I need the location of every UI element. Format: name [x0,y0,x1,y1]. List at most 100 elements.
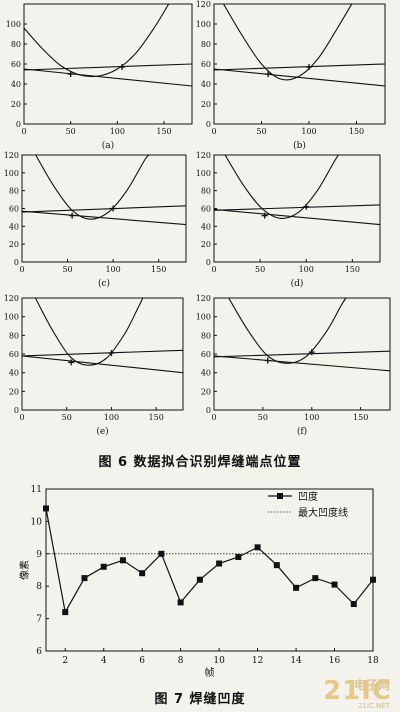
legend-label-concavity: 凹度 [298,490,318,503]
y-tick-label: 20 [9,240,19,249]
endpoint-marker [306,64,312,70]
x-tick-label: 2 [62,656,68,666]
plot-frame [23,3,193,125]
y-tick-label: 20 [201,100,211,109]
y-tick-label: 40 [201,222,211,231]
plot-lines [22,155,186,226]
y-tick-label: 80 [9,331,19,340]
site-watermark: 21IC 电子网 21IC.NET [323,676,392,710]
y-tick-label: 120 [196,151,211,160]
fig6-panel-3: 0 50 100 150 0 20 40 60 80 100 120 (c) [4,151,187,289]
series-parabola [223,4,353,81]
y-tick-label: 40 [201,369,211,378]
panel-label: (d) [291,278,304,289]
y-tick-label: 60 [201,350,211,359]
fig6-panel-5: 0 50 100 150 0 20 40 60 80 100 120 (e) [4,294,184,437]
endpoint-marker [110,205,117,212]
x-tick-label: 8 [178,656,184,666]
x-tick-label: 100 [104,413,119,422]
concavity-point [158,550,165,557]
y-tick-label: 100 [6,20,21,29]
series-line-descending [22,355,183,374]
x-tick-label: 50 [256,127,266,136]
concavity-point [350,601,357,608]
y-tick-label: 0 [206,120,211,129]
x-tick-label: 150 [151,265,166,274]
y-tick-label: 40 [9,369,19,378]
endpoint-marker [308,349,315,356]
concavity-point [177,599,184,606]
plot-frame [45,488,374,652]
concavity-point [81,575,88,582]
y-tick-label: 6 [36,647,42,657]
concavity-point [331,581,338,588]
plot-lines [24,4,192,87]
y-tick-label: 0 [14,258,19,267]
plot-lines [214,298,390,372]
x-tick-label: 16 [329,656,341,666]
y-tick-label: 40 [201,80,211,89]
series-line-descending [22,210,186,226]
endpoint-marker [264,357,271,364]
endpoint-marker [303,203,310,210]
x-tick-label: 50 [255,265,265,274]
y-tick-label: 60 [201,60,211,69]
series-line-descending [24,68,192,87]
x-tick-label: 150 [156,127,171,136]
y-tick-label: 0 [206,406,211,415]
fig6-panel-1: 0 50 100 150 0 20 40 60 80 100 (a) [6,3,193,151]
series-line-flat [214,204,380,211]
concavity-point [62,609,69,616]
y-tick-label: 120 [196,294,211,303]
series-line-descending [214,208,380,226]
endpoint-marker [69,212,76,219]
figure6-caption: 图 6 数据拟合识别焊缝端点位置 [98,455,302,470]
x-tick-label: 6 [139,656,145,666]
concavity-point [312,575,319,582]
watermark-url: 21IC.NET [357,702,390,710]
concavity-point [119,557,126,564]
panel-label: (a) [102,140,114,151]
concavity-point [216,560,223,567]
y-tick-label: 0 [14,406,19,415]
x-tick-label: 100 [301,127,316,136]
x-tick-label: 150 [349,127,364,136]
x-axis-label: 帧 [205,666,215,679]
legend-marker-concavity [277,493,283,499]
x-tick-label: 150 [345,265,360,274]
plot-frame [213,3,386,125]
y-tick-label: 20 [11,100,21,109]
y-tick-label: 100 [196,313,211,322]
x-tick-label: 0 [19,265,24,274]
series-line-descending [214,68,385,87]
plot-frame [21,297,184,411]
plot-frame [213,154,381,263]
y-tick-label: 8 [36,582,42,592]
y-tick-label: 120 [4,151,19,160]
series-parabola [228,298,347,364]
series-concavity-line [45,508,374,614]
plot-lines [22,298,183,374]
y-tick-label: 60 [9,350,19,359]
concavity-point [370,576,376,583]
x-tick-label: 10 [213,656,225,666]
x-tick-label: 100 [105,265,120,274]
x-tick-label: 50 [62,413,72,422]
endpoint-marker [119,64,125,70]
y-tick-label: 10 [31,517,43,527]
y-tick-label: 80 [11,40,21,49]
watermark-logo: 21IC [323,676,392,706]
x-tick-label: 0 [211,265,216,274]
series-parabola [224,155,339,219]
panel-label: (c) [98,278,110,289]
x-tick-label: 12 [252,656,263,666]
y-tick-label: 9 [36,550,42,560]
y-tick-label: 80 [201,187,211,196]
y-tick-label: 20 [9,387,19,396]
x-tick-label: 150 [149,413,164,422]
endpoint-marker [67,71,74,77]
y-tick-label: 60 [11,60,21,69]
x-tick-label: 50 [66,127,76,136]
y-tick-label: 80 [9,187,19,196]
